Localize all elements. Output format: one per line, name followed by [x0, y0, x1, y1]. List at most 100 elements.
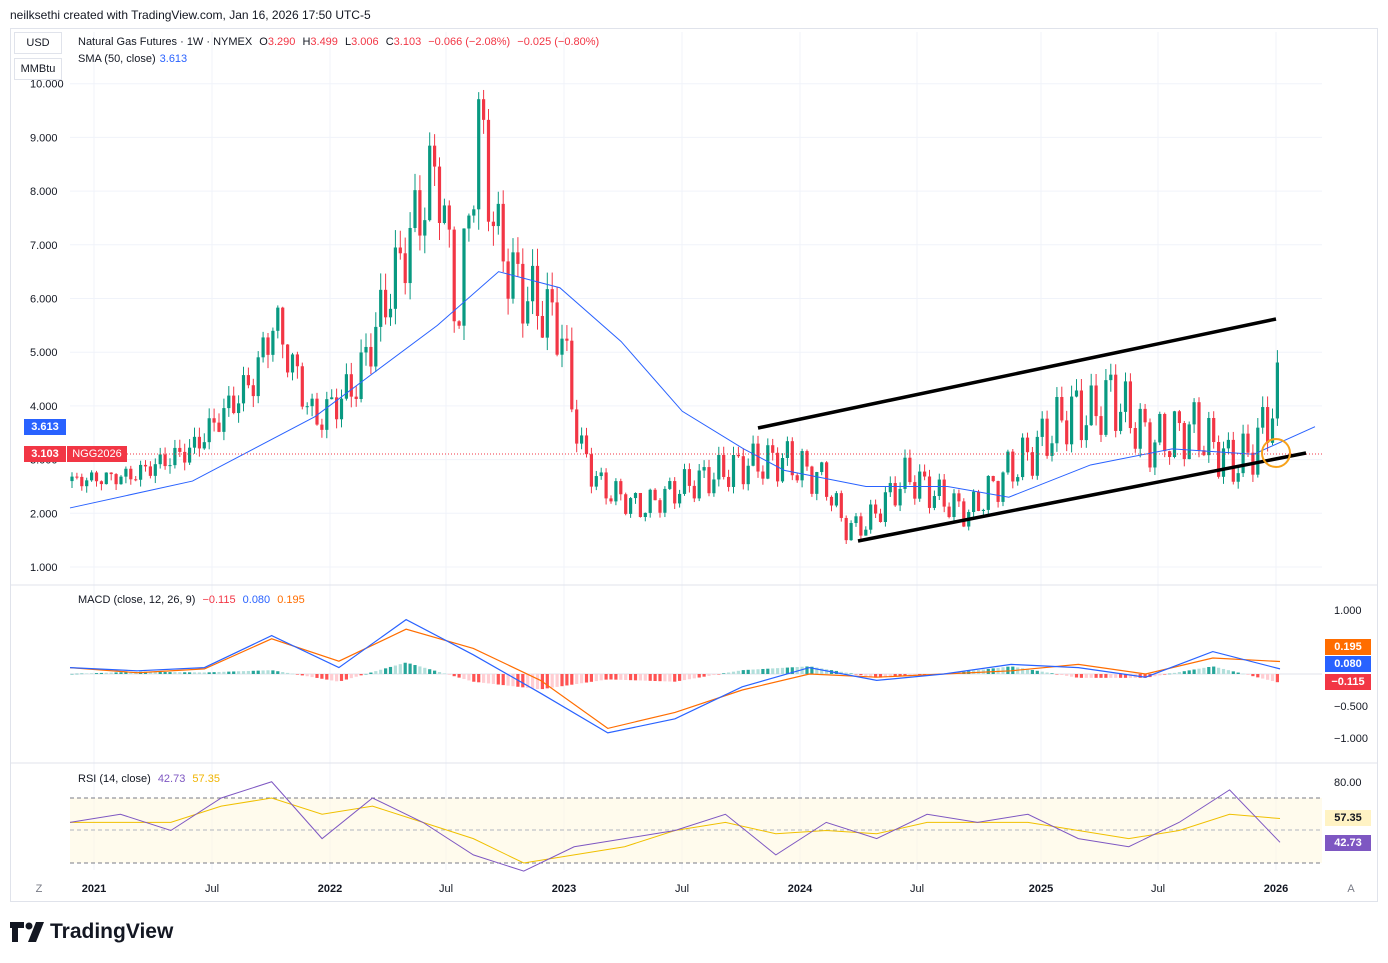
unit-button[interactable]: MMBtu — [14, 58, 62, 80]
symbol-title[interactable]: Natural Gas Futures · 1W · NYMEX — [78, 36, 253, 48]
currency-button[interactable]: USD — [14, 32, 62, 54]
candle-body — [384, 289, 388, 318]
macd-hist-bar — [1109, 674, 1113, 678]
candle-body — [1035, 436, 1039, 476]
macd-hist-bar — [761, 668, 765, 674]
tradingview-logo-icon — [10, 922, 44, 942]
candle-body — [893, 483, 897, 506]
candle-body — [648, 489, 652, 513]
candle-body — [761, 471, 765, 479]
macd-hist-bar — [241, 671, 246, 674]
macd-hist-bar — [526, 674, 530, 688]
candle-body — [854, 516, 858, 524]
price-tick-label: 9.000 — [30, 132, 58, 144]
macd-hist-bar — [354, 674, 358, 677]
macd-hist-bar — [114, 672, 118, 674]
macd-hist-bar — [413, 665, 417, 674]
candle-body — [976, 491, 981, 511]
rsi-legend[interactable]: RSI (14, close) 42.73 57.35 — [78, 773, 220, 785]
price-tick-label: 8.000 — [30, 186, 58, 198]
candle-body — [1119, 411, 1123, 431]
candle-body — [1050, 443, 1054, 456]
candle-body — [202, 442, 206, 449]
macd-hist-bar — [477, 674, 481, 683]
candle-body — [212, 418, 216, 423]
macd-hist-bar — [864, 674, 868, 676]
macd-hist-bar — [673, 674, 677, 682]
macd-hist-bar — [418, 666, 422, 674]
candle-body — [658, 500, 662, 513]
candle-body — [795, 475, 799, 481]
candle-body — [447, 205, 451, 230]
high-value: 3.499 — [310, 36, 338, 48]
macd-hist-bar — [384, 668, 388, 674]
auto-scale-button[interactable]: A — [1347, 883, 1355, 895]
price-grid — [70, 83, 1322, 568]
macd-hist-bar — [741, 670, 745, 674]
candle-body — [129, 468, 133, 480]
macd-hist-bar — [1236, 672, 1240, 674]
macd-hist-bar — [888, 674, 892, 678]
macd-signal-value: 0.195 — [277, 594, 305, 606]
macd-legend[interactable]: MACD (close, 12, 26, 9) −0.115 0.080 0.1… — [78, 594, 305, 606]
candle-body — [1236, 473, 1240, 482]
candle-body — [785, 441, 789, 459]
macd-hist-bar — [491, 674, 495, 684]
tradingview-logo[interactable]: TradingView — [10, 920, 173, 944]
candle-body — [90, 472, 94, 481]
candle-body — [369, 346, 373, 367]
candle-body — [829, 496, 834, 506]
candle-body — [535, 265, 540, 316]
macd-hist-bar — [633, 674, 638, 681]
macd-hist-bar — [1197, 668, 1201, 674]
candle-body — [1163, 413, 1167, 452]
sma-legend[interactable]: SMA (50, close) 3.613 — [78, 53, 188, 65]
candle-body — [1084, 425, 1088, 441]
rsi-line — [69, 781, 1281, 872]
zoom-button[interactable]: Z — [35, 883, 43, 895]
candle-body — [712, 479, 716, 494]
candle-body — [1266, 407, 1270, 443]
macd-hist-bar — [408, 663, 412, 674]
candle-body — [580, 435, 584, 444]
candle-body — [599, 472, 603, 477]
macd-hist-bar — [511, 674, 515, 687]
candle-body — [1021, 437, 1025, 478]
candle-body — [746, 465, 750, 485]
price-tick-label: 4.000 — [30, 401, 58, 413]
macd-hist-bar — [217, 671, 221, 674]
macd-hist-bar — [158, 671, 162, 674]
macd-hist-bar — [467, 674, 471, 681]
macd-hist-bar — [756, 669, 760, 674]
candle-body — [810, 466, 814, 494]
macd-hist-bar — [1119, 674, 1123, 678]
macd-hist-bar — [202, 672, 206, 674]
candle-body — [207, 418, 211, 443]
macd-hist-bar — [1065, 674, 1069, 676]
macd-hist-bar — [104, 672, 108, 674]
macd-hist-bar — [717, 674, 721, 675]
candle-body — [673, 481, 677, 504]
candle-body — [403, 253, 407, 284]
candle-body — [883, 492, 887, 522]
candle-body — [878, 513, 883, 522]
candle-body — [501, 203, 505, 262]
macd-hist-bar — [1182, 671, 1186, 674]
macd-hist-bar — [805, 666, 809, 674]
macd-hist-bar — [207, 672, 211, 674]
macd-hist-bar — [692, 674, 696, 679]
candle-body — [594, 476, 598, 487]
macd-hist-bar — [428, 669, 432, 674]
candle-body — [457, 321, 461, 326]
macd-hist-bar — [452, 674, 456, 677]
macd-hist-bar — [232, 671, 236, 674]
macd-hist-bar — [290, 673, 295, 675]
candle-body — [1202, 450, 1206, 456]
macd-hist-bar — [442, 673, 446, 674]
macd-hist-bar — [874, 674, 878, 678]
macd-hist-bar — [501, 674, 505, 686]
time-tick-label: 2021 — [82, 883, 106, 895]
macd-hist-bar — [261, 670, 265, 674]
macd-hist-bar — [359, 674, 363, 676]
